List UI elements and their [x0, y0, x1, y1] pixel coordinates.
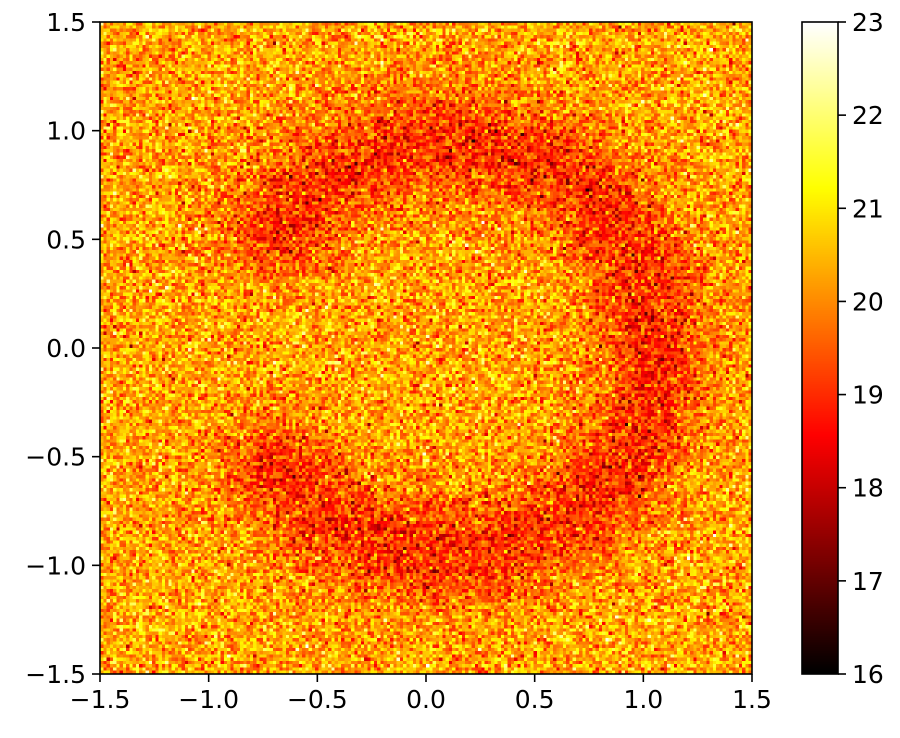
- y-tick-label: −1.0: [25, 551, 86, 580]
- x-tick-label: −1.0: [178, 685, 239, 714]
- x-tick-label: −1.5: [70, 685, 131, 714]
- x-tick-label: −0.5: [287, 685, 348, 714]
- colorbar-tick-label: 18: [852, 474, 884, 503]
- axes-layer: −1.5 −1.0 −0.5 0.0 0.5 1.0 1.5 −1.5 −1.0 −0.5 0.0 0…: [25, 8, 884, 714]
- x-tick-label: 1.0: [623, 685, 663, 714]
- colorbar-tick-label: 22: [852, 101, 884, 130]
- y-tick-label: −0.5: [25, 443, 86, 472]
- colorbar-tick-label: 19: [852, 381, 884, 410]
- x-tick-label: 1.5: [732, 685, 772, 714]
- colorbar-gradient: [802, 22, 838, 674]
- y-tick-label: −1.5: [25, 660, 86, 689]
- colorbar-frame: [801, 21, 839, 675]
- y-tick-label: 0.5: [46, 225, 86, 254]
- colorbar-tick-label: 17: [852, 567, 884, 596]
- x-tick-label: 0.0: [406, 685, 446, 714]
- colorbar-tick-label: 20: [852, 287, 884, 316]
- x-tick-label: 0.5: [515, 685, 555, 714]
- colorbar-tick-label: 23: [852, 8, 884, 37]
- plot-frame: [99, 21, 753, 675]
- colorbar-tick-label: 21: [852, 194, 884, 223]
- colorbar-tick-label: 16: [852, 660, 884, 689]
- y-tick-label: 0.0: [46, 334, 86, 363]
- heatmap-image: [100, 22, 752, 674]
- y-tick-label: 1.5: [46, 8, 86, 37]
- y-tick-label: 1.0: [46, 117, 86, 146]
